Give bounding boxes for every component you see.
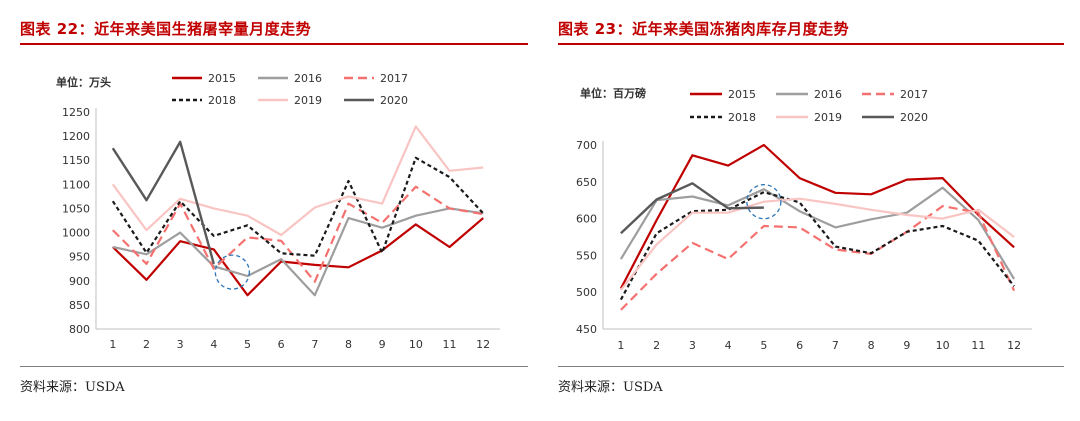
chart-panel-hog-slaughter: 图表 22：近年来美国生猪屠宰量月度走势 800 850 900 950 1000 105… [20, 20, 528, 395]
unit-label: 单位：万头 [56, 75, 111, 89]
y-tick-label: 500 [576, 286, 597, 299]
source-note: 资料来源：USDA [558, 380, 663, 395]
x-tick-label: 5 [244, 338, 251, 351]
x-tick-label: 2 [653, 339, 660, 352]
x-tick-label: 2 [143, 338, 150, 351]
y-tick-label: 1100 [62, 178, 90, 191]
legend-label-2015: 2015 [728, 88, 756, 101]
y-tick-label: 950 [69, 251, 90, 264]
legend-label-2016: 2016 [814, 88, 842, 101]
x-tick-label: 7 [832, 339, 839, 352]
highlight-circle [214, 254, 251, 290]
title-divider [20, 43, 528, 45]
figure-title: 图表 23：近年来美国冻猪肉库存月度走势 [558, 20, 850, 38]
y-tick-label: 1250 [62, 106, 90, 119]
x-tick-label: 3 [689, 339, 696, 352]
title-divider [558, 43, 1064, 45]
x-tick-label: 4 [210, 338, 217, 351]
x-tick-label: 12 [1007, 339, 1021, 352]
figure-title: 图表 22：近年来美国生猪屠宰量月度走势 [20, 20, 312, 38]
legend-label-2018: 2018 [208, 94, 236, 107]
legend-label-2015: 2015 [208, 72, 236, 85]
series-line-2017 [112, 185, 484, 283]
series-line-2019 [620, 197, 1015, 291]
x-tick-label: 1 [109, 338, 116, 351]
series-line-2015 [619, 143, 1015, 290]
x-tick-label: 11 [443, 338, 457, 351]
series-line-2018 [619, 191, 1015, 301]
series-line-2017 [620, 205, 1016, 311]
y-tick-label: 1200 [62, 130, 90, 143]
series-line-2020 [111, 140, 215, 265]
chart-panel-frozen-pork-stock: 图表 23：近年来美国冻猪肉库存月度走势 450 500 550 600 650 700 1… [540, 0, 1080, 421]
x-tick-label: 8 [345, 338, 352, 351]
series-line-2016 [112, 207, 484, 297]
x-tick-label: 6 [796, 339, 803, 352]
y-tick-label: 550 [576, 249, 597, 262]
series-line-2016 [619, 186, 1016, 280]
x-tick-label: 7 [311, 338, 318, 351]
x-tick-label: 3 [177, 338, 184, 351]
series-line-2018 [111, 156, 485, 257]
legend-label-2019: 2019 [294, 94, 322, 107]
source-note: 资料来源：USDA [20, 380, 125, 395]
y-tick-label: 700 [576, 139, 597, 152]
y-tick-label: 900 [69, 275, 90, 288]
footer-divider [558, 366, 1064, 367]
x-tick-label: 4 [725, 339, 732, 352]
y-tick-label: 450 [576, 323, 597, 336]
x-tick-label: 9 [379, 338, 386, 351]
highlight-circle [746, 184, 782, 220]
y-tick-label: 650 [576, 176, 597, 189]
x-tick-label: 5 [760, 339, 767, 352]
x-tick-label: 11 [971, 339, 985, 352]
legend-label-2016: 2016 [294, 72, 322, 85]
unit-label: 单位：百万磅 [580, 86, 646, 100]
series-line-2019 [111, 125, 484, 237]
footer-divider [20, 366, 528, 367]
legend-label-2019: 2019 [814, 111, 842, 124]
x-tick-label: 6 [278, 338, 285, 351]
legend-label-2020: 2020 [900, 111, 928, 124]
y-tick-label: 600 [576, 213, 597, 226]
series-line-2020 [620, 182, 764, 235]
series-line-2015 [112, 217, 484, 297]
y-tick-label: 850 [69, 299, 90, 312]
legend-label-2020: 2020 [380, 94, 408, 107]
y-tick-label: 800 [69, 323, 90, 336]
y-tick-label: 1050 [62, 202, 90, 215]
x-tick-label: 9 [903, 339, 910, 352]
y-tick-label: 1150 [62, 154, 90, 167]
legend-label-2018: 2018 [728, 111, 756, 124]
x-tick-label: 10 [409, 338, 423, 351]
x-tick-label: 1 [617, 339, 624, 352]
x-tick-label: 10 [936, 339, 950, 352]
x-tick-label: 8 [868, 339, 875, 352]
y-tick-label: 1000 [62, 227, 90, 240]
legend-label-2017: 2017 [900, 88, 928, 101]
legend-label-2017: 2017 [380, 72, 408, 85]
x-tick-label: 12 [476, 338, 490, 351]
